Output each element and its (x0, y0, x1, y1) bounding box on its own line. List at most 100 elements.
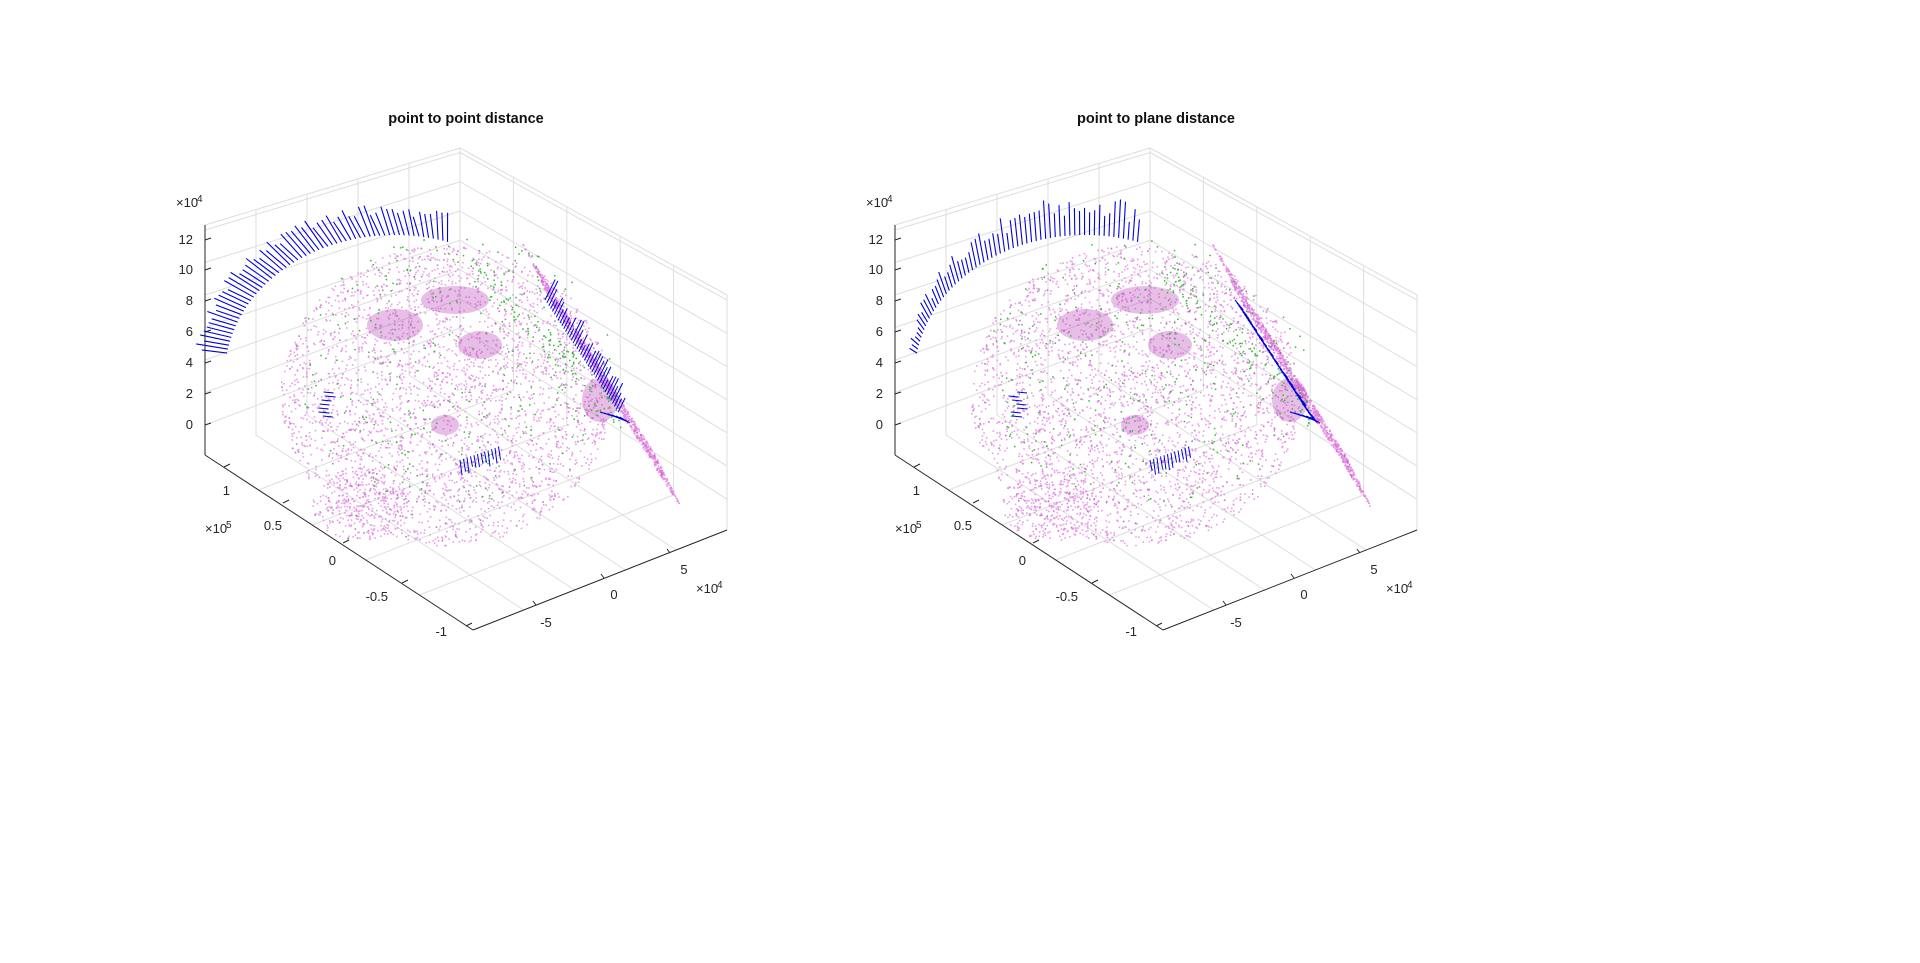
surface-point (355, 423, 358, 426)
surface-point (497, 501, 500, 504)
surface-point (653, 461, 656, 464)
sample-point (503, 374, 506, 376)
surface-point (621, 411, 623, 413)
surface-point (491, 463, 494, 465)
surface-point (384, 275, 386, 277)
surface-point (364, 502, 366, 505)
surface-point (342, 477, 344, 480)
surface-point (422, 381, 425, 384)
z-tick (894, 360, 902, 364)
gridline (894, 327, 1151, 426)
surface-point (478, 377, 480, 380)
surface-point (328, 455, 330, 458)
surface-point (313, 309, 315, 312)
surface-point (411, 450, 414, 452)
gridline (894, 181, 1151, 263)
surface-point (548, 478, 550, 480)
surface-point (601, 374, 604, 377)
surface-point (322, 494, 325, 497)
surface-point (455, 508, 458, 510)
surface-point (434, 312, 437, 315)
sample-point (385, 275, 387, 277)
surface-point (631, 417, 633, 419)
surface-point (514, 266, 517, 268)
surface-point (394, 353, 397, 355)
surface-point (365, 294, 368, 297)
sample-point (418, 265, 421, 268)
surface-point (602, 418, 605, 420)
surface-point (361, 505, 364, 508)
surface-point (488, 313, 490, 315)
surface-point (405, 392, 407, 395)
surface-point (379, 325, 382, 328)
surface-point (495, 450, 497, 453)
surface-point (497, 266, 500, 268)
surface-point (360, 378, 362, 380)
surface-point (353, 488, 356, 491)
surface-point (308, 477, 310, 480)
surface-point (403, 376, 405, 378)
surface-point (413, 289, 416, 291)
surface-point (475, 539, 477, 541)
surface-point (360, 437, 363, 439)
surface-point (562, 499, 564, 501)
surface-point (466, 467, 468, 469)
surface-point (445, 415, 448, 417)
surface-point (1020, 484, 1023, 487)
surface-point (417, 306, 420, 309)
surface-point (594, 360, 597, 362)
surface-point (313, 325, 315, 327)
surface-point (315, 325, 317, 328)
surface-point (359, 520, 361, 523)
surface-point (504, 353, 507, 355)
surface-point (465, 454, 467, 456)
sample-point (582, 434, 585, 436)
surface-point (433, 374, 436, 376)
surface-point (522, 466, 525, 469)
surface-point (491, 289, 494, 291)
surface-point (426, 492, 429, 495)
surface-point (511, 437, 514, 440)
surface-point (290, 410, 293, 413)
distance-vectors (196, 205, 631, 475)
sample-point (408, 410, 410, 412)
surface-point (319, 500, 322, 502)
distance-vector (570, 319, 582, 341)
surface-point (398, 328, 400, 330)
surface-point (448, 373, 451, 375)
surface-point (466, 445, 468, 447)
sample-point (413, 276, 415, 278)
surface-point (591, 361, 593, 364)
surface-point (290, 353, 292, 355)
surface-point (425, 418, 428, 421)
surface-point (588, 351, 591, 353)
distance-vector (578, 334, 588, 353)
surface-point (451, 307, 453, 310)
z-tick (204, 360, 212, 364)
surface-point (446, 318, 448, 321)
sample-point (411, 433, 413, 435)
surface-point (563, 373, 566, 375)
sample-point (530, 428, 532, 431)
surface-point (596, 432, 598, 434)
surface-point (502, 324, 504, 327)
surface-point (338, 521, 341, 524)
surface-point (368, 307, 371, 309)
surface-point (563, 372, 566, 374)
surface-point (494, 389, 497, 391)
surface-point (345, 499, 347, 502)
surface-point (572, 325, 575, 328)
surface-point (421, 433, 424, 436)
surface-point (398, 283, 401, 285)
gridline (204, 269, 461, 361)
surface-point (299, 459, 301, 462)
surface-point (505, 455, 508, 457)
surface-point (1113, 471, 1116, 473)
surface-point (296, 348, 298, 351)
surface-point (342, 291, 344, 294)
distance-vector (353, 215, 366, 238)
surface-point (575, 317, 578, 319)
surface-point (398, 486, 400, 488)
surface-point (428, 541, 431, 543)
surface-point (513, 503, 515, 505)
